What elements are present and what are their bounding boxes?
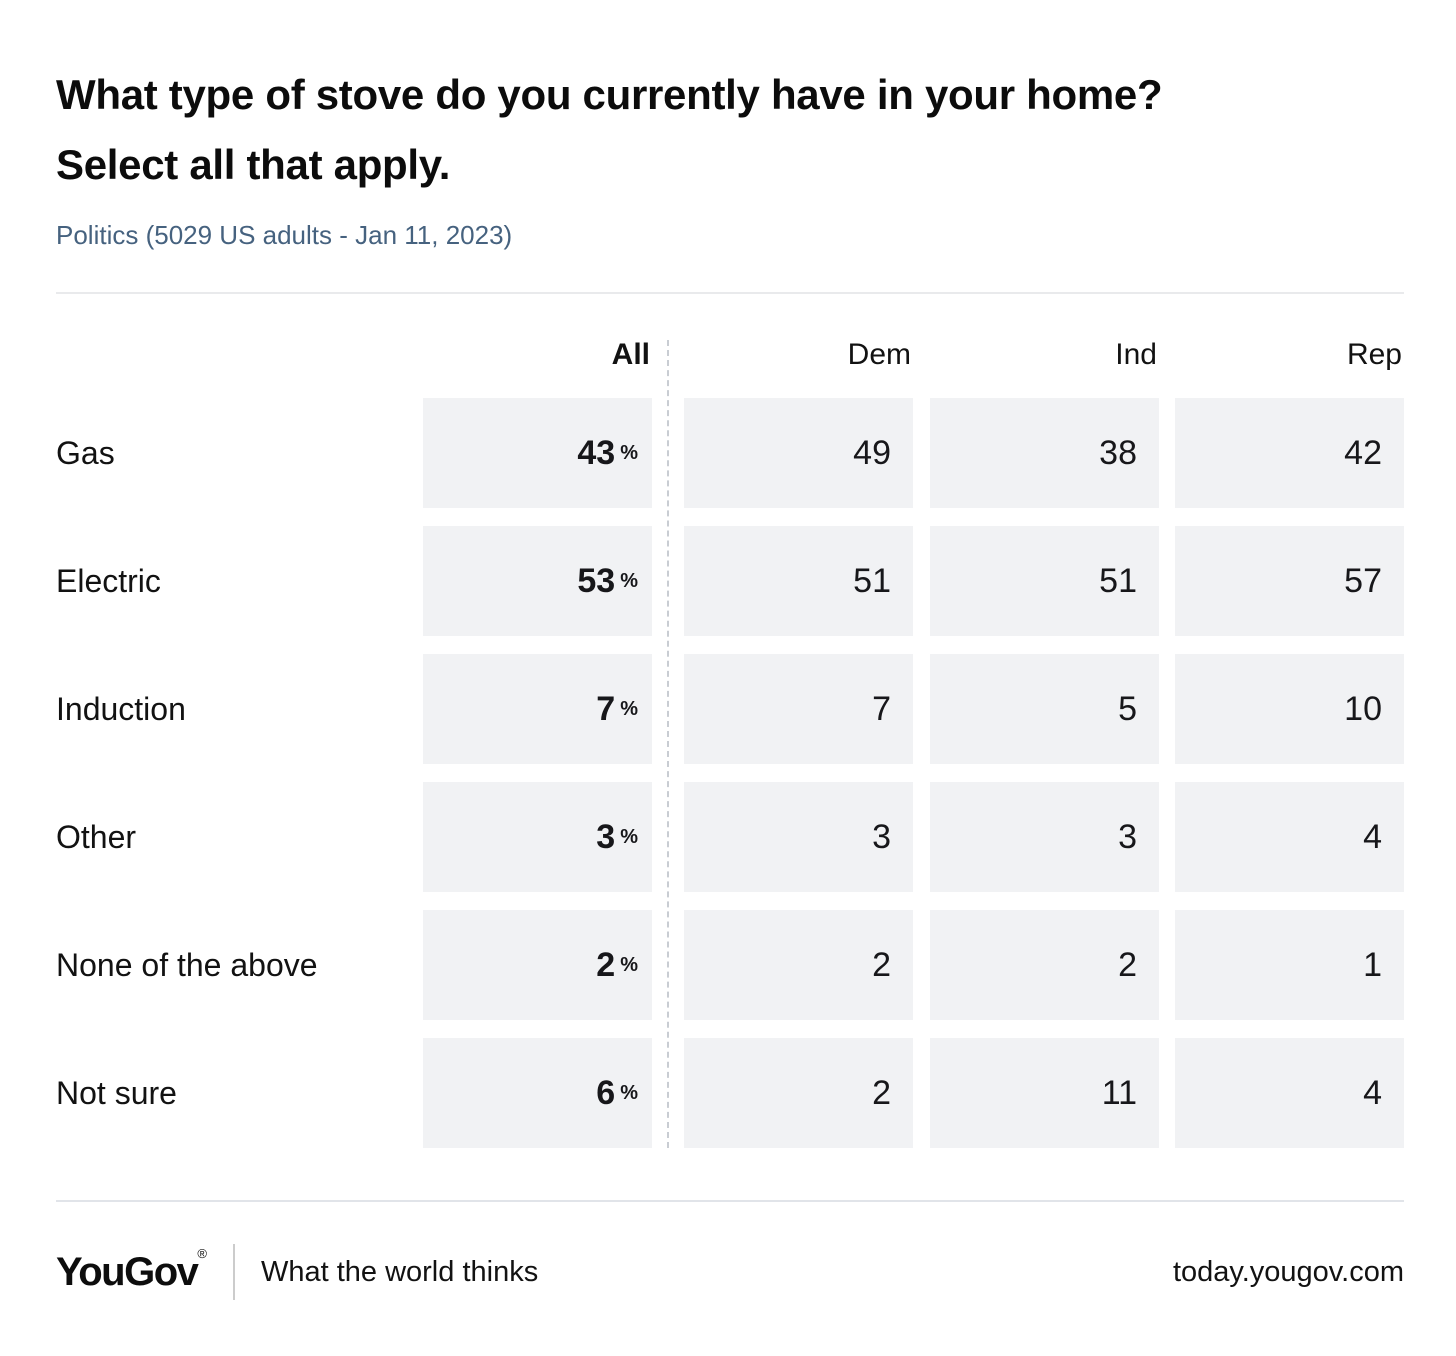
- percent-sign: %: [620, 825, 638, 848]
- cell-ind: 5: [930, 654, 1159, 764]
- top-divider: [56, 292, 1404, 294]
- row-label: Electric: [56, 562, 161, 599]
- footer: YouGov® What the world thinks today.youg…: [56, 1244, 1404, 1300]
- survey-subtitle: Politics (5029 US adults - Jan 11, 2023): [56, 220, 513, 250]
- cell-dem: 2: [684, 1038, 913, 1148]
- cell-all: 43%: [423, 398, 652, 508]
- cell-rep: 42: [1175, 398, 1404, 508]
- footer-vertical-rule: [232, 1244, 235, 1300]
- cell-ind: 3: [930, 782, 1159, 892]
- cell-all: 6%: [423, 1038, 652, 1148]
- page-title: What type of stove do you currently have…: [56, 60, 1404, 200]
- table-header-row: All Dem Ind Rep: [56, 336, 1404, 374]
- cell-rep: 1: [1175, 910, 1404, 1020]
- percent-sign: %: [620, 441, 638, 464]
- cell-all: 53%: [423, 526, 652, 636]
- cell-dem: 2: [684, 910, 913, 1020]
- value-all: 2: [596, 945, 616, 984]
- table-body: Gas 43% 49 38 42 Electric 53% 51 51 57 I…: [56, 398, 1404, 1148]
- table-row: Electric 53% 51 51 57: [56, 526, 1404, 636]
- column-header-ind: Ind: [1115, 338, 1157, 371]
- table-row: None of the above 2% 2 2 1: [56, 910, 1404, 1020]
- column-header-dem: Dem: [847, 338, 911, 371]
- row-label: Gas: [56, 434, 115, 471]
- results-table: All Dem Ind Rep Gas 43% 49 38 42 Electri…: [56, 336, 1404, 1148]
- cell-all: 7%: [423, 654, 652, 764]
- title-line-2: Select all that apply.: [56, 141, 451, 188]
- cell-rep: 10: [1175, 654, 1404, 764]
- table-row: Induction 7% 7 5 10: [56, 654, 1404, 764]
- value-all: 3: [596, 817, 616, 856]
- registered-trademark-icon: ®: [197, 1245, 207, 1261]
- logo-text: YouGov: [56, 1249, 199, 1294]
- cell-dem: 51: [684, 526, 913, 636]
- value-all: 53: [577, 561, 616, 600]
- cell-ind: 38: [930, 398, 1159, 508]
- cell-all: 2%: [423, 910, 652, 1020]
- value-all: 6: [596, 1073, 616, 1112]
- row-label: Induction: [56, 690, 186, 727]
- table-row: Other 3% 3 3 4: [56, 782, 1404, 892]
- yougov-logo: YouGov®: [56, 1246, 207, 1295]
- percent-sign: %: [620, 569, 638, 592]
- cell-ind: 2: [930, 910, 1159, 1020]
- value-all: 7: [596, 689, 616, 728]
- percent-sign: %: [620, 1081, 638, 1104]
- cell-dem: 49: [684, 398, 913, 508]
- cell-rep: 4: [1175, 1038, 1404, 1148]
- table-row: Gas 43% 49 38 42: [56, 398, 1404, 508]
- value-all: 43: [577, 433, 616, 472]
- percent-sign: %: [620, 697, 638, 720]
- row-label: Other: [56, 818, 137, 855]
- cell-dem: 3: [684, 782, 913, 892]
- row-label: Not sure: [56, 1074, 177, 1111]
- cell-rep: 4: [1175, 782, 1404, 892]
- footer-site-url: today.yougov.com: [1172, 1255, 1404, 1288]
- row-label: None of the above: [56, 946, 318, 983]
- cell-dem: 7: [684, 654, 913, 764]
- cell-rep: 57: [1175, 526, 1404, 636]
- footer-divider: [56, 1200, 1404, 1202]
- percent-sign: %: [620, 953, 638, 976]
- dashed-column-divider: [667, 340, 669, 1148]
- title-line-1: What type of stove do you currently have…: [56, 71, 1163, 118]
- footer-tagline: What the world thinks: [260, 1255, 539, 1288]
- cell-ind: 11: [930, 1038, 1159, 1148]
- column-header-all: All: [611, 338, 650, 371]
- column-header-rep: Rep: [1346, 338, 1402, 371]
- table-row: Not sure 6% 2 11 4: [56, 1038, 1404, 1148]
- cell-all: 3%: [423, 782, 652, 892]
- cell-ind: 51: [930, 526, 1159, 636]
